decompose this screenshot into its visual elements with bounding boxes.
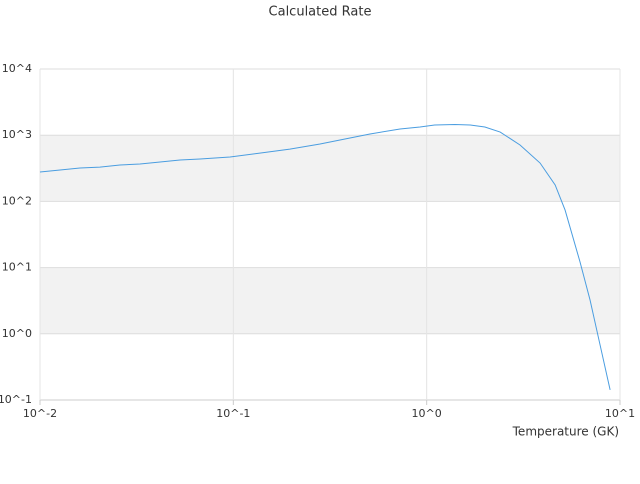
y-tick-label: 10^0	[2, 327, 32, 340]
y-tick-label: 10^3	[2, 128, 32, 141]
y-tick-label: 10^-1	[0, 393, 32, 406]
chart-title: Calculated Rate	[269, 5, 372, 20]
x-tick-label: 10^-1	[216, 407, 250, 420]
y-tick-label: 10^4	[2, 62, 32, 75]
y-tick-label: 10^2	[2, 194, 32, 207]
x-tick-label: 10^-2	[23, 407, 57, 420]
x-axis-label: Temperature (GK)	[512, 425, 619, 439]
y-tick-label: 10^1	[2, 261, 32, 274]
line	[39, 123, 611, 391]
x-tick-label: 10^1	[605, 407, 635, 420]
grid-band	[40, 135, 620, 202]
grid-band	[40, 267, 620, 334]
x-tick-label: 10^0	[412, 407, 442, 420]
